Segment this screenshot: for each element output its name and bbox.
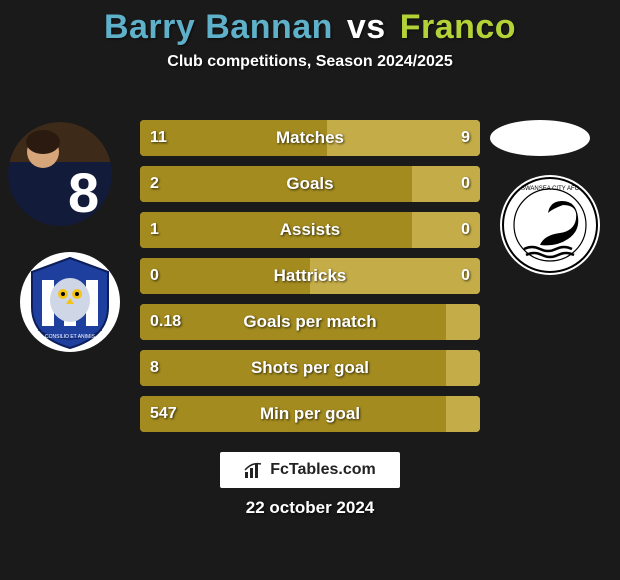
stat-bar-left — [140, 258, 310, 294]
stat-row: 0.18Goals per match — [140, 304, 480, 340]
stat-row: 547Min per goal — [140, 396, 480, 432]
title-player2: Franco — [400, 8, 516, 46]
stat-bar-right — [310, 258, 480, 294]
stat-bar-right — [412, 212, 480, 248]
stat-bar-left — [140, 396, 446, 432]
stat-bar-left — [140, 166, 412, 202]
title-vs: vs — [347, 8, 386, 46]
stat-bar-right — [446, 304, 480, 340]
site-logo: FcTables.com — [220, 452, 400, 488]
stats-area: 119Matches 20Goals 10Assists 00Hattricks 0.1… — [140, 120, 480, 442]
player2-club-badge: SWANSEA CITY AFC — [500, 175, 600, 275]
infographic-root: Barry Bannan vs Franco Club competitions… — [0, 0, 620, 580]
badge-motto: CONSILIO ET ANIMIS — [45, 334, 96, 340]
swan-badge-icon: SWANSEA CITY AFC — [500, 175, 600, 275]
stat-row: 10Assists — [140, 212, 480, 248]
player1-avatar-svg: 8 — [8, 122, 112, 226]
stat-bar-left — [140, 120, 327, 156]
stat-row: 8Shots per goal — [140, 350, 480, 386]
stat-bar-left — [140, 212, 412, 248]
footer-date: 22 october 2024 — [0, 498, 620, 518]
stat-bar-left — [140, 304, 446, 340]
subtitle: Club competitions, Season 2024/2025 — [0, 53, 620, 71]
player1-club-badge: CONSILIO ET ANIMIS — [20, 252, 120, 352]
stat-bar-right — [327, 120, 480, 156]
stat-row: 20Goals — [140, 166, 480, 202]
stat-bar-right — [446, 396, 480, 432]
stat-row: 119Matches — [140, 120, 480, 156]
player2-avatar-placeholder — [490, 120, 590, 156]
stat-bar-right — [412, 166, 480, 202]
owl-badge-icon: CONSILIO ET ANIMIS — [20, 252, 120, 352]
player1-shirt-number: 8 — [68, 161, 99, 224]
stat-bar-left — [140, 350, 446, 386]
player1-avatar: 8 — [8, 122, 112, 226]
title-row: Barry Bannan vs Franco — [0, 0, 620, 47]
stat-row: 00Hattricks — [140, 258, 480, 294]
bars-icon — [244, 461, 264, 479]
badge-ring-text: SWANSEA CITY AFC — [521, 186, 580, 192]
site-logo-text: FcTables.com — [270, 461, 376, 479]
stat-bar-right — [446, 350, 480, 386]
title-player1: Barry Bannan — [104, 8, 333, 46]
